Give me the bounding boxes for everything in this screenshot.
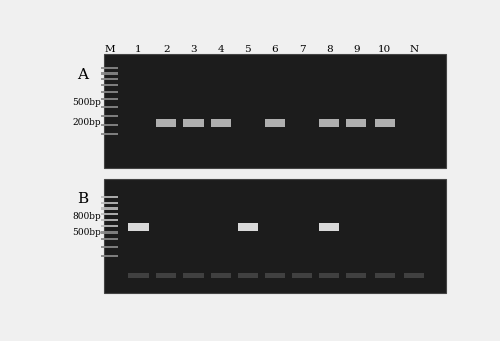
Text: 9: 9 [353, 45, 360, 54]
Text: 500bp: 500bp [72, 98, 101, 106]
Text: 10: 10 [378, 45, 392, 54]
Text: A: A [77, 68, 88, 81]
Bar [319, 273, 339, 278]
Bar [292, 273, 312, 278]
Bar [101, 67, 118, 69]
Text: 1: 1 [135, 45, 142, 54]
Bar [210, 273, 231, 278]
Bar [319, 119, 339, 127]
Text: 200bp: 200bp [72, 118, 101, 127]
Bar [101, 232, 118, 234]
Bar [156, 119, 176, 127]
Bar [128, 273, 148, 278]
Bar [184, 119, 204, 127]
Bar [184, 273, 204, 278]
Bar [101, 202, 118, 204]
Bar [128, 223, 148, 231]
Bar [101, 246, 118, 248]
Bar [319, 223, 339, 231]
Bar [101, 98, 118, 100]
Text: 5: 5 [244, 45, 251, 54]
Bar [101, 78, 118, 80]
Bar [101, 115, 118, 117]
Bar [265, 273, 285, 278]
Bar [346, 119, 366, 127]
Bar [101, 91, 118, 93]
Bar [346, 273, 366, 278]
Bar [101, 213, 118, 215]
Bar [101, 255, 118, 257]
Text: B: B [77, 192, 88, 206]
Text: 800bp: 800bp [72, 212, 101, 221]
Bar [104, 54, 446, 168]
Bar [101, 196, 118, 198]
Bar [375, 273, 395, 278]
Bar [210, 119, 231, 127]
Bar [404, 273, 424, 278]
Bar [101, 124, 118, 126]
Bar [101, 224, 118, 227]
Text: 6: 6 [272, 45, 278, 54]
Bar [101, 105, 118, 108]
Text: 500bp: 500bp [72, 228, 101, 237]
Bar [104, 179, 446, 293]
Bar [265, 119, 285, 127]
Text: 2: 2 [163, 45, 170, 54]
Bar [375, 119, 395, 127]
Text: 4: 4 [218, 45, 224, 54]
Text: 3: 3 [190, 45, 197, 54]
Bar [101, 84, 118, 86]
Bar [238, 223, 258, 231]
Bar [101, 72, 118, 75]
Bar [156, 273, 176, 278]
Text: 8: 8 [326, 45, 332, 54]
Text: N: N [410, 45, 419, 54]
Bar [101, 238, 118, 240]
Bar [101, 219, 118, 221]
Bar [238, 273, 258, 278]
Text: 7: 7 [298, 45, 306, 54]
Text: M: M [104, 45, 115, 54]
Bar [101, 207, 118, 209]
Bar [101, 133, 118, 135]
